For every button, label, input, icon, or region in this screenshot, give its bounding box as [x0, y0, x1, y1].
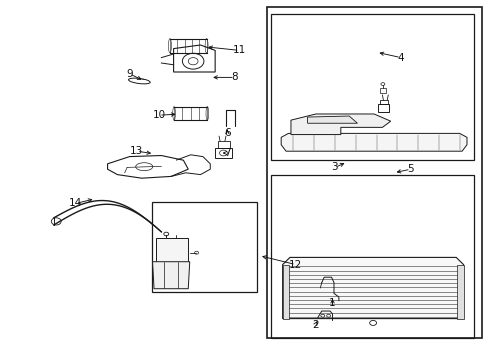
Text: 10: 10 [152, 110, 165, 120]
Text: 14: 14 [69, 198, 82, 208]
Text: 3: 3 [331, 162, 338, 172]
Text: 1: 1 [328, 298, 335, 308]
Bar [151, 202, 256, 292]
Text: 5: 5 [407, 164, 413, 174]
Text: 11: 11 [232, 45, 246, 55]
Bar [271, 175, 473, 338]
Text: 2: 2 [311, 320, 318, 330]
Text: 9: 9 [126, 69, 133, 79]
Polygon shape [307, 116, 357, 123]
Bar [215, 148, 232, 158]
Text: 12: 12 [288, 260, 302, 270]
Text: 7: 7 [224, 148, 230, 158]
Text: 4: 4 [397, 53, 404, 63]
Text: 8: 8 [231, 72, 238, 82]
Bar [379, 88, 385, 94]
Bar [456, 265, 463, 319]
Bar [266, 7, 481, 338]
Polygon shape [290, 114, 390, 135]
Text: 6: 6 [224, 128, 230, 138]
Text: 13: 13 [130, 146, 143, 156]
Bar [271, 14, 473, 160]
Bar [380, 100, 387, 104]
Bar [217, 141, 229, 148]
Bar [156, 238, 188, 262]
Polygon shape [281, 134, 466, 151]
Polygon shape [282, 257, 463, 319]
Bar [378, 104, 388, 112]
Bar [282, 265, 288, 319]
Polygon shape [152, 262, 189, 289]
